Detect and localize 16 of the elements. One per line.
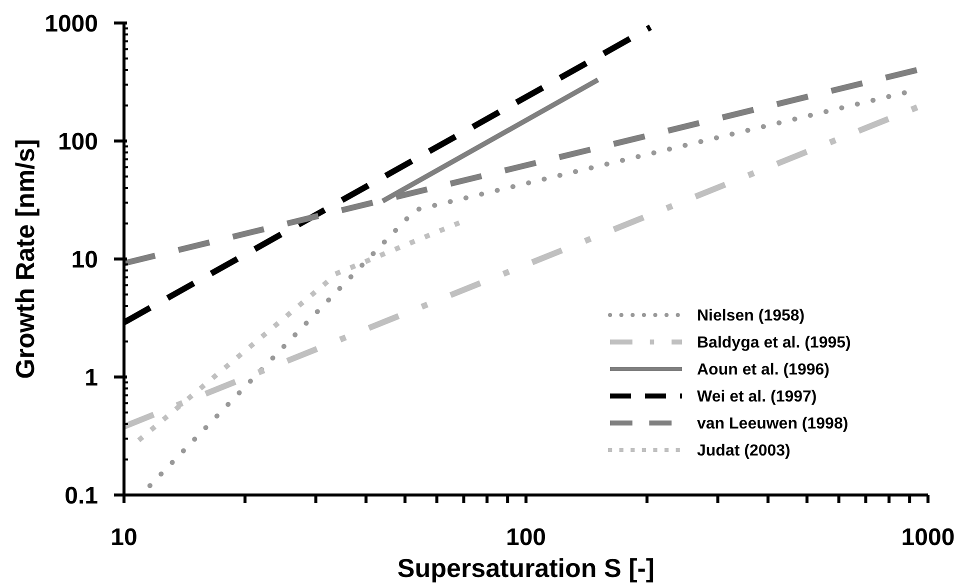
x-tick-label: 10 <box>110 524 138 551</box>
y-axis-title: Growth Rate [nm/s] <box>10 139 40 379</box>
x-tick-label: 1000 <box>901 524 955 551</box>
legend-label: Judat (2003) <box>697 442 790 460</box>
legend-label: van Leeuwen (1998) <box>697 416 848 433</box>
x-axis-title: Supersaturation S [-] <box>397 553 655 583</box>
legend-label: Baldyga et al. (1995) <box>697 334 851 352</box>
y-tick-label: 1 <box>84 364 98 392</box>
legend-label: Nielsen (1958) <box>697 308 805 325</box>
y-tick-label: 100 <box>58 128 98 156</box>
y-tick-label: 0.1 <box>64 482 98 510</box>
legend-label: Wei et al. (1997) <box>697 388 817 406</box>
legend-label: Aoun et al. (1996) <box>697 362 830 379</box>
y-tick-label: 1000 <box>44 10 98 38</box>
x-tick-label: 100 <box>506 524 546 551</box>
y-tick-label: 10 <box>71 246 98 274</box>
